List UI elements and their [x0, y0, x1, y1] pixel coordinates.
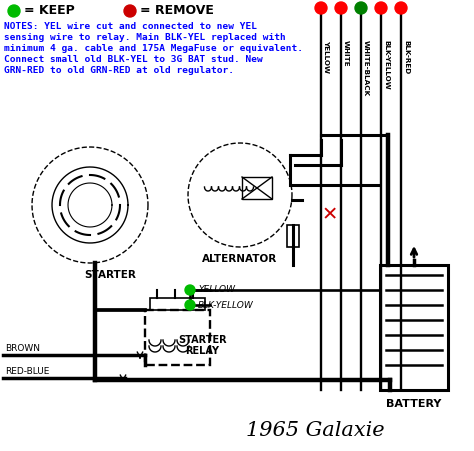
Bar	[145, 310, 210, 365]
Text: NOTES: YEL wire cut and connected to new YEL
sensing wire to relay. Main BLK-YEL: NOTES: YEL wire cut and connected to new…	[4, 22, 303, 75]
Text: WHITE-BLACK: WHITE-BLACK	[363, 40, 369, 96]
Text: RED-BLUE: RED-BLUE	[5, 367, 49, 376]
Text: BATTERY: BATTERY	[386, 399, 442, 409]
Bar	[380, 265, 448, 390]
Text: BLK-YELLOW: BLK-YELLOW	[198, 300, 254, 309]
Text: YELLOW: YELLOW	[323, 40, 329, 73]
Circle shape	[375, 2, 387, 14]
Text: ALTERNATOR: ALTERNATOR	[202, 254, 278, 264]
Text: ✕: ✕	[322, 206, 338, 225]
Text: BROWN: BROWN	[5, 344, 40, 353]
Circle shape	[355, 2, 367, 14]
Circle shape	[315, 2, 327, 14]
Text: BLK-RED: BLK-RED	[403, 40, 409, 74]
Text: YELLOW: YELLOW	[198, 285, 235, 295]
Bar	[287, 225, 299, 247]
Circle shape	[395, 2, 407, 14]
Text: WHITE: WHITE	[343, 40, 349, 67]
Text: BLK-YELLOW: BLK-YELLOW	[383, 40, 389, 90]
Text: = KEEP: = KEEP	[24, 5, 75, 18]
Circle shape	[335, 2, 347, 14]
Circle shape	[8, 5, 20, 17]
Circle shape	[185, 285, 195, 295]
Circle shape	[124, 5, 136, 17]
Bar	[242, 177, 272, 199]
Text: 1965 Galaxie: 1965 Galaxie	[246, 420, 384, 440]
Text: STARTER
RELAY: STARTER RELAY	[178, 335, 227, 356]
Circle shape	[185, 300, 195, 310]
Bar	[150, 298, 205, 310]
Text: = REMOVE: = REMOVE	[140, 5, 214, 18]
Text: STARTER: STARTER	[84, 270, 136, 280]
